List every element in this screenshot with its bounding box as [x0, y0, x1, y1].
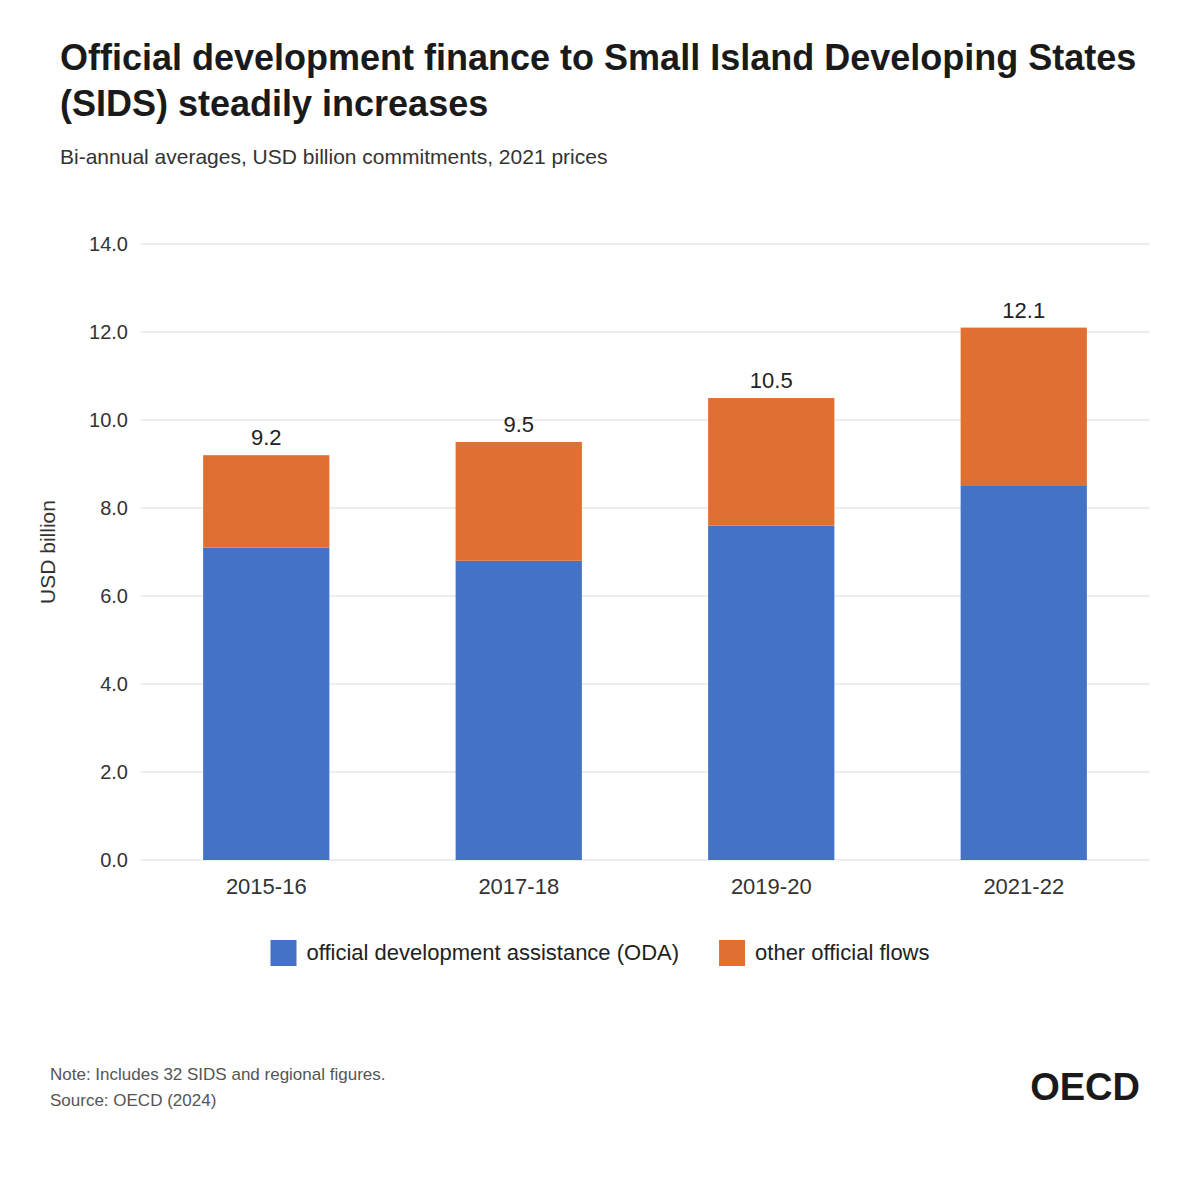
total-label: 10.5	[750, 368, 793, 393]
bar-segment	[708, 526, 834, 860]
y-tick-label: 4.0	[100, 673, 128, 695]
total-label: 12.1	[1002, 298, 1045, 323]
legend-swatch	[271, 940, 297, 966]
total-label: 9.5	[503, 412, 534, 437]
total-labels: 9.2 9.5 10.5 12.1	[251, 298, 1045, 451]
y-tick-label: 14.0	[89, 233, 128, 255]
subtitle: Bi-annual averages, USD billion commitme…	[60, 145, 607, 168]
y-axis-label: USD billion	[36, 500, 59, 604]
y-tick-label: 6.0	[100, 585, 128, 607]
y-tick-label: 8.0	[100, 497, 128, 519]
x-axis: 2015-16 2017-18 2019-20 2021-22	[226, 874, 1064, 899]
y-tick-label: 12.0	[89, 321, 128, 343]
note: Note: Includes 32 SIDS and regional figu…	[50, 1065, 385, 1084]
grid-line	[140, 244, 1150, 245]
background	[0, 0, 1200, 1200]
bar-segment	[456, 442, 582, 561]
chart: Official development finance to Small Is…	[0, 0, 1200, 1200]
bar-segment	[456, 561, 582, 860]
legend-swatch	[719, 940, 745, 966]
legend-item: other official flows	[719, 940, 929, 966]
legend-label: official development assistance (ODA)	[307, 940, 680, 965]
bars	[203, 328, 1087, 860]
bar-segment	[961, 486, 1087, 860]
y-tick-label: 0.0	[100, 849, 128, 871]
bar-segment	[203, 548, 329, 860]
bar-segment	[961, 328, 1087, 486]
total-label: 9.2	[251, 425, 282, 450]
annotation: OECD	[1030, 1066, 1140, 1108]
note: Source: OECD (2024)	[50, 1091, 216, 1110]
legend: official development assistance (ODA) oth…	[271, 940, 930, 966]
notes: Note: Includes 32 SIDS and regional figu…	[50, 1065, 385, 1110]
bar-segment	[708, 398, 834, 526]
legend-label: other official flows	[755, 940, 929, 965]
title: Official development finance to Small Is…	[60, 37, 1136, 124]
y-tick-label: 2.0	[100, 761, 128, 783]
x-tick-label: 2021-22	[983, 874, 1064, 899]
x-tick-label: 2019-20	[731, 874, 812, 899]
y-axis: 0.0 2.0 4.0 6.0 8.0 10.0 12.0 14.0	[89, 233, 1150, 871]
bar-segment	[203, 455, 329, 547]
legend-item: official development assistance (ODA)	[271, 940, 680, 966]
y-tick-label: 10.0	[89, 409, 128, 431]
x-tick-label: 2015-16	[226, 874, 307, 899]
x-tick-label: 2017-18	[478, 874, 559, 899]
